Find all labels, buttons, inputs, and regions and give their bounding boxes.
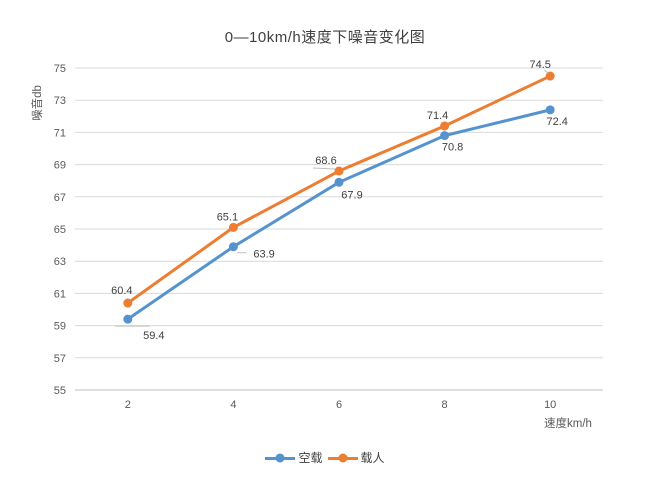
legend: 空载 载人 — [0, 452, 650, 464]
y-tick-label: 69 — [54, 160, 66, 172]
data-point-marker — [123, 298, 133, 308]
data-label: 63.9 — [253, 249, 274, 261]
data-point-marker — [334, 166, 344, 176]
data-label: 60.4 — [111, 285, 132, 297]
legend-label: 载人 — [360, 451, 385, 465]
data-label: 74.5 — [529, 59, 550, 71]
x-tick-label: 6 — [336, 399, 342, 411]
y-tick-label: 59 — [54, 321, 66, 333]
data-label-leader-line — [543, 69, 549, 74]
chart-title: 0—10km/h速度下噪音变化图 — [224, 29, 426, 46]
data-label: 71.4 — [427, 110, 448, 122]
series-line — [126, 74, 552, 305]
y-tick-label: 67 — [54, 192, 66, 204]
data-point-marker — [228, 222, 238, 232]
gridlines-layer — [75, 67, 603, 391]
legend-line-marker-icon — [265, 453, 296, 463]
series-layer — [123, 71, 555, 324]
legend-item-loaded: 载人 — [327, 451, 385, 465]
y-tick-label: 63 — [54, 256, 66, 268]
legend-dot-icon — [338, 453, 347, 463]
data-point-marker — [228, 242, 238, 252]
x-tick-label: 4 — [230, 399, 236, 411]
y-axis-title: 噪音db — [30, 85, 44, 121]
data-point-marker — [545, 105, 555, 115]
y-tick-label: 57 — [54, 353, 66, 365]
x-axis-title: 速度km/h — [544, 416, 592, 430]
data-point-marker — [440, 121, 450, 131]
legend-dot-icon — [275, 453, 285, 463]
y-tick-label: 73 — [54, 95, 66, 107]
data-label: 59.4 — [143, 330, 164, 342]
data-label: 68.6 — [315, 155, 336, 167]
y-tick-label: 65 — [54, 224, 66, 236]
tick-labels-layer: 55 57 59 61 63 65 67 69 71 73 75 2 4 6 8 10 — [54, 63, 557, 411]
y-tick-label: 61 — [54, 288, 66, 300]
data-label: 67.9 — [341, 189, 362, 201]
y-tick-label: 71 — [54, 127, 66, 139]
data-point-marker — [334, 177, 344, 187]
series-line — [126, 108, 552, 321]
data-label: 70.8 — [442, 142, 463, 154]
legend-line-marker-icon — [327, 453, 358, 463]
y-tick-label: 75 — [54, 63, 66, 75]
data-label: 65.1 — [217, 211, 238, 223]
x-tick-label: 2 — [125, 399, 131, 411]
data-label-leader-line — [312, 167, 336, 170]
data-point-marker — [545, 71, 555, 81]
legend-item-empty-load: 空载 — [265, 451, 323, 465]
data-label: 72.4 — [546, 116, 567, 128]
y-tick-label: 55 — [54, 385, 66, 397]
x-tick-label: 8 — [442, 399, 448, 411]
data-point-marker — [123, 314, 133, 324]
data-point-marker — [440, 131, 450, 141]
data-labels-layer: 59.4 63.9 67.9 70.8 72.4 60.4 65.1 68.6 71.4 74.5 — [111, 59, 568, 342]
legend-label: 空载 — [298, 451, 323, 465]
x-tick-label: 10 — [544, 399, 556, 411]
